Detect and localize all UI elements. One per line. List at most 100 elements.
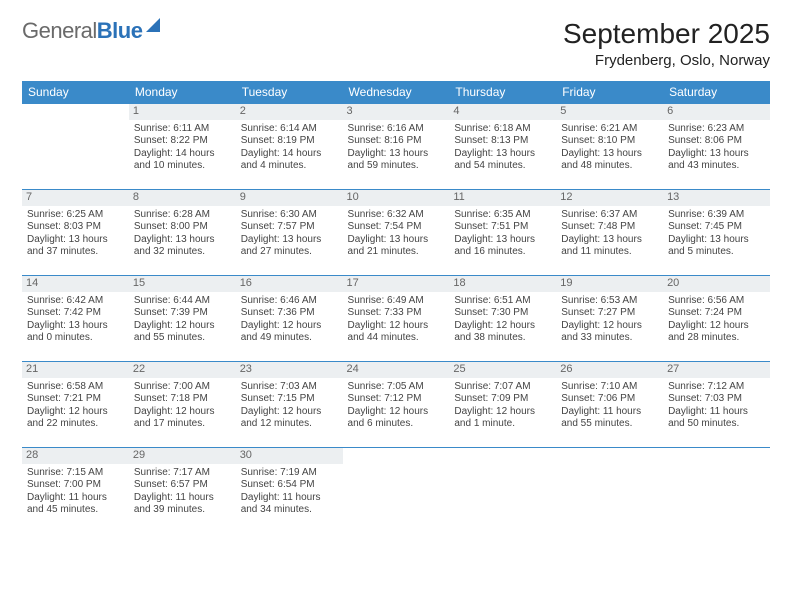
sunset-text: Sunset: 8:10 PM <box>561 135 658 148</box>
day-number: 30 <box>236 448 343 464</box>
sunset-text: Sunset: 8:03 PM <box>27 221 124 234</box>
daylight-text: Daylight: 13 hours and 59 minutes. <box>348 148 445 173</box>
daylight-text: Daylight: 13 hours and 0 minutes. <box>27 320 124 345</box>
logo-text: GeneralBlue <box>22 18 142 44</box>
day-number: 16 <box>236 276 343 292</box>
day-cell: 26Sunrise: 7:10 AMSunset: 7:06 PMDayligh… <box>556 362 663 448</box>
daylight-text: Daylight: 13 hours and 48 minutes. <box>561 148 658 173</box>
day-cell: 9Sunrise: 6:30 AMSunset: 7:57 PMDaylight… <box>236 190 343 276</box>
sunrise-text: Sunrise: 6:23 AM <box>668 123 765 136</box>
day-number: 29 <box>129 448 236 464</box>
day-number: 4 <box>449 104 556 120</box>
daylight-text: Daylight: 13 hours and 27 minutes. <box>241 234 338 259</box>
sunset-text: Sunset: 7:03 PM <box>668 393 765 406</box>
day-cell: 30Sunrise: 7:19 AMSunset: 6:54 PMDayligh… <box>236 448 343 534</box>
daylight-text: Daylight: 13 hours and 5 minutes. <box>668 234 765 259</box>
day-number: 5 <box>556 104 663 120</box>
day-number: 27 <box>663 362 770 378</box>
daylight-text: Daylight: 12 hours and 17 minutes. <box>134 406 231 431</box>
week-row: 21Sunrise: 6:58 AMSunset: 7:21 PMDayligh… <box>22 362 770 448</box>
day-cell: 10Sunrise: 6:32 AMSunset: 7:54 PMDayligh… <box>343 190 450 276</box>
sunset-text: Sunset: 7:51 PM <box>454 221 551 234</box>
daylight-text: Daylight: 11 hours and 50 minutes. <box>668 406 765 431</box>
sunrise-text: Sunrise: 7:03 AM <box>241 381 338 394</box>
day-number: 19 <box>556 276 663 292</box>
sunrise-text: Sunrise: 6:21 AM <box>561 123 658 136</box>
daylight-text: Daylight: 12 hours and 1 minute. <box>454 406 551 431</box>
day-number: 10 <box>343 190 450 206</box>
sunrise-text: Sunrise: 6:46 AM <box>241 295 338 308</box>
weekday-header: Friday <box>556 81 663 104</box>
day-number: 11 <box>449 190 556 206</box>
day-cell: 21 Sunrise: 6:58 AMSunset: 7:21 PMDayligh… <box>22 362 129 448</box>
day-cell: 1Sunrise: 6:11 AMSunset: 8:22 PMDaylight… <box>129 104 236 190</box>
sunrise-text: Sunrise: 6:42 AM <box>27 295 124 308</box>
daylight-text: Daylight: 13 hours and 16 minutes. <box>454 234 551 259</box>
weekday-header: Monday <box>129 81 236 104</box>
day-cell <box>449 448 556 534</box>
sunset-text: Sunset: 7:09 PM <box>454 393 551 406</box>
sunrise-text: Sunrise: 6:16 AM <box>348 123 445 136</box>
daylight-text: Daylight: 13 hours and 11 minutes. <box>561 234 658 259</box>
day-cell: 22Sunrise: 7:00 AMSunset: 7:18 PMDayligh… <box>129 362 236 448</box>
sunrise-text: Sunrise: 7:12 AM <box>668 381 765 394</box>
sunrise-text: Sunrise: 6:49 AM <box>348 295 445 308</box>
sunset-text: Sunset: 7:15 PM <box>241 393 338 406</box>
week-row: 1 Sunrise: 6:11 AMSunset: 8:22 PM Daylight… <box>22 104 770 190</box>
sunrise-text: Sunrise: 7:05 AM <box>348 381 445 394</box>
day-number: 21 <box>22 362 129 378</box>
day-number: 15 <box>129 276 236 292</box>
weekday-header: Sunday <box>22 81 129 104</box>
daylight-text: Daylight: 13 hours and 21 minutes. <box>348 234 445 259</box>
day-cell: 7Sunrise: 6:25 AMSunset: 8:03 PMDaylight… <box>22 190 129 276</box>
day-cell: 18Sunrise: 6:51 AMSunset: 7:30 PMDayligh… <box>449 276 556 362</box>
sunset-text: Sunset: 7:18 PM <box>134 393 231 406</box>
sunrise-text: Sunrise: 6:25 AM <box>27 209 124 222</box>
daylight-text: Daylight: 11 hours and 55 minutes. <box>561 406 658 431</box>
day-cell <box>556 448 663 534</box>
day-cell: 6Sunrise: 6:23 AMSunset: 8:06 PMDaylight… <box>663 104 770 190</box>
sunrise-text: Sunrise: 6:53 AM <box>561 295 658 308</box>
day-number: 8 <box>129 190 236 206</box>
sunset-text: Sunset: 7:33 PM <box>348 307 445 320</box>
day-number: 1 <box>129 104 236 120</box>
logo-text-gray: General <box>22 18 97 43</box>
month-title: September 2025 <box>563 18 770 50</box>
sunrise-text: Sunrise: 6:14 AM <box>241 123 338 136</box>
daylight-text: Daylight: 12 hours and 22 minutes. <box>27 406 124 431</box>
sunset-text: Sunset: 6:54 PM <box>241 479 338 492</box>
sunset-text: Sunset: 7:21 PM <box>27 393 124 406</box>
sunrise-text: Sunrise: 6:39 AM <box>668 209 765 222</box>
weekday-header: Wednesday <box>343 81 450 104</box>
sunset-text: Sunset: 7:39 PM <box>134 307 231 320</box>
sunrise-text: Sunrise: 7:00 AM <box>134 381 231 394</box>
sunrise-text: Sunrise: 6:30 AM <box>241 209 338 222</box>
day-cell: 2Sunrise: 6:14 AMSunset: 8:19 PMDaylight… <box>236 104 343 190</box>
sunset-text: Sunset: 7:54 PM <box>348 221 445 234</box>
sunset-text: Sunset: 7:48 PM <box>561 221 658 234</box>
sunrise-text: Sunrise: 6:44 AM <box>134 295 231 308</box>
sunrise-text: Sunrise: 6:11 AM <box>134 123 231 136</box>
daylight-text: Daylight: 12 hours and 6 minutes. <box>348 406 445 431</box>
day-number: 2 <box>236 104 343 120</box>
day-cell <box>22 104 129 190</box>
day-cell: 16Sunrise: 6:46 AMSunset: 7:36 PMDayligh… <box>236 276 343 362</box>
day-number: 28 <box>22 448 129 464</box>
daylight-text: Daylight: 12 hours and 12 minutes. <box>241 406 338 431</box>
day-number: 3 <box>343 104 450 120</box>
daylight-text: Daylight: 14 hours and 4 minutes. <box>241 148 338 173</box>
sunrise-text: Sunrise: 6:51 AM <box>454 295 551 308</box>
day-number: 25 <box>449 362 556 378</box>
day-cell: 15Sunrise: 6:44 AMSunset: 7:39 PMDayligh… <box>129 276 236 362</box>
day-cell: 28Sunrise: 7:15 AMSunset: 7:00 PMDayligh… <box>22 448 129 534</box>
day-cell: 8Sunrise: 6:28 AMSunset: 8:00 PMDaylight… <box>129 190 236 276</box>
sunrise-text: Sunrise: 7:10 AM <box>561 381 658 394</box>
sunset-text: Sunset: 7:12 PM <box>348 393 445 406</box>
sunset-text: Sunset: 8:16 PM <box>348 135 445 148</box>
sunset-text: Sunset: 8:22 PM <box>134 135 231 148</box>
day-number: 23 <box>236 362 343 378</box>
day-cell: 5 Sunrise: 6:21 AMSunset: 8:10 PMDaylight… <box>556 104 663 190</box>
sunset-text: Sunset: 8:13 PM <box>454 135 551 148</box>
sunrise-text: Sunrise: 7:07 AM <box>454 381 551 394</box>
sunrise-text: Sunrise: 6:58 AM <box>27 381 124 394</box>
